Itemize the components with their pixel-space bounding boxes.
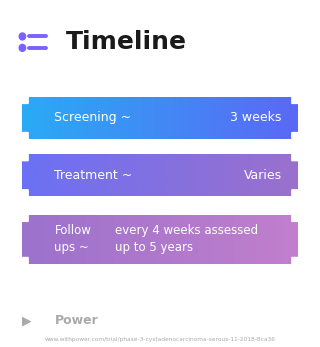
Polygon shape (22, 133, 28, 139)
Bar (17, 133, 28, 145)
Bar (17, 209, 28, 221)
Bar (292, 209, 303, 221)
Text: 3 weeks: 3 weeks (230, 111, 282, 125)
Polygon shape (292, 190, 298, 196)
Polygon shape (22, 154, 28, 161)
FancyBboxPatch shape (17, 209, 303, 270)
Polygon shape (292, 215, 298, 221)
Bar (292, 190, 303, 202)
FancyBboxPatch shape (17, 148, 303, 202)
Text: Varies: Varies (244, 169, 282, 182)
Text: Treatment ~: Treatment ~ (54, 169, 133, 182)
Polygon shape (292, 97, 298, 103)
Polygon shape (22, 215, 28, 221)
Polygon shape (22, 97, 28, 103)
Polygon shape (292, 133, 298, 139)
Polygon shape (22, 190, 28, 196)
Bar (292, 257, 303, 270)
Polygon shape (292, 154, 298, 161)
Text: Timeline: Timeline (66, 30, 187, 54)
Text: every 4 weeks assessed
up to 5 years: every 4 weeks assessed up to 5 years (115, 225, 258, 254)
Text: www.withpower.com/trial/phase-3-cystadenocarcinoma-serous-11-2018-8ca36: www.withpower.com/trial/phase-3-cystaden… (44, 337, 276, 342)
Text: ▶: ▶ (22, 314, 32, 328)
Polygon shape (292, 257, 298, 264)
Circle shape (19, 44, 26, 51)
Bar (17, 148, 28, 161)
Bar (292, 91, 303, 103)
Bar (17, 91, 28, 103)
Text: Power: Power (54, 314, 98, 328)
Polygon shape (22, 257, 28, 264)
Bar (17, 257, 28, 270)
Bar (17, 190, 28, 202)
Text: Follow
ups ~: Follow ups ~ (54, 225, 91, 254)
FancyBboxPatch shape (17, 91, 303, 145)
Circle shape (19, 33, 26, 40)
Bar (292, 148, 303, 161)
Text: Screening ~: Screening ~ (54, 111, 132, 125)
Bar (292, 133, 303, 145)
